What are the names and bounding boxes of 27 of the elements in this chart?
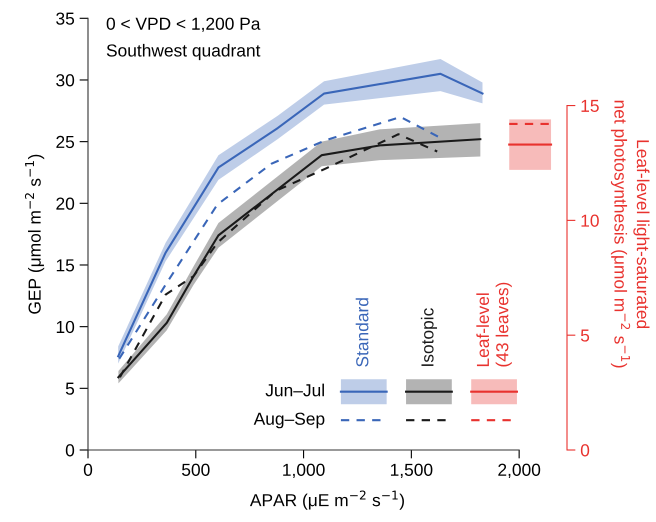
annotation: 0 < VPD < 1,200 Pa — [106, 18, 260, 32]
y2-tick-label: 15 — [582, 100, 599, 112]
y-tick-label: 20 — [56, 197, 74, 210]
annotation: Jun–Jul — [266, 384, 324, 396]
x-tick-label: 0 — [84, 464, 92, 476]
y-tick-label: 5 — [66, 382, 74, 395]
y-tick-label: 25 — [56, 136, 74, 148]
x-tick-label: 1,500 — [390, 464, 432, 478]
y2-tick-label: 0 — [580, 444, 590, 456]
y2-tick-label: 10 — [582, 214, 599, 227]
x-tick-label: 2,000 — [498, 464, 540, 478]
annotation: Standard — [356, 298, 368, 367]
y-tick-label: 10 — [56, 320, 74, 334]
x-tick-label: 500 — [182, 464, 210, 476]
x-axis-title: APAR (μE m$^{−2}$ s$^{−1}$) — [250, 490, 404, 510]
annotation: Aug–Sep — [254, 412, 324, 428]
x-tick-label: 1,000 — [283, 464, 325, 478]
y2-tick-label: 5 — [580, 330, 590, 342]
y-axis-title: GEP (μmol m$^{−2}$ s$^{−1}$) — [24, 154, 44, 314]
y-tick-label: 30 — [56, 74, 74, 86]
y2-axis-title: Leaf-level light-saturated net photosynthesis (μmol m$^{−2}$ s$^{−1}$) — [610, 100, 650, 368]
y-tick-label: 15 — [56, 259, 74, 272]
annotation: Southwest quadrant — [106, 44, 260, 60]
y-tick-label: 0 — [66, 444, 74, 456]
y-tick-label: 35 — [56, 12, 74, 25]
annotation: Isotopic — [420, 308, 438, 366]
annotation: Leaf-level (43 leaves) — [476, 282, 512, 366]
